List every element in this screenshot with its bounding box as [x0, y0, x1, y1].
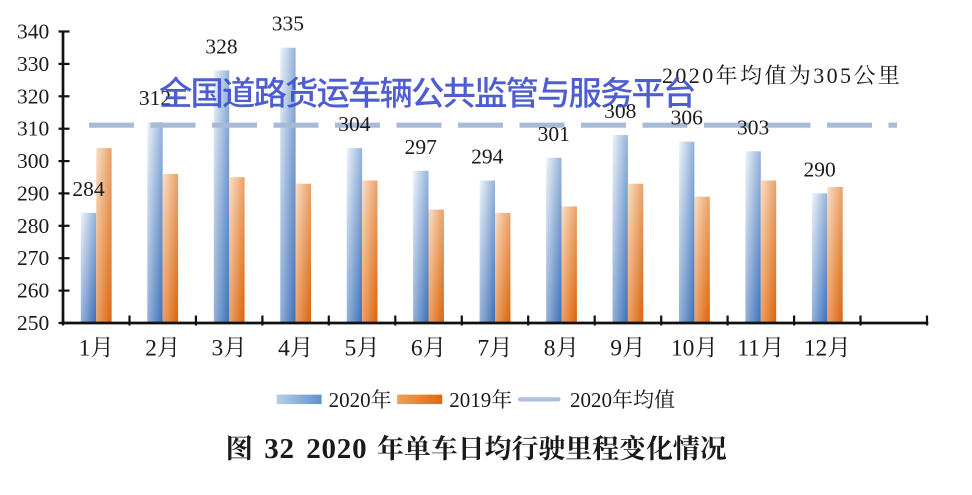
svg-text:8: 8 — [544, 336, 556, 362]
svg-text:2019: 2019 — [449, 388, 491, 412]
svg-text:2020: 2020 — [306, 433, 367, 465]
svg-text:260: 260 — [17, 279, 49, 303]
svg-text:9: 9 — [610, 336, 622, 362]
svg-text:3: 3 — [212, 336, 224, 362]
svg-text:304: 304 — [338, 112, 371, 136]
svg-text:12: 12 — [804, 336, 828, 362]
svg-text:330: 330 — [17, 52, 49, 76]
svg-text:328: 328 — [205, 34, 237, 58]
svg-text:290: 290 — [803, 157, 835, 181]
svg-text:4: 4 — [278, 336, 290, 362]
svg-text:335: 335 — [272, 12, 304, 36]
svg-text:305: 305 — [813, 63, 853, 88]
svg-text:2020: 2020 — [570, 388, 612, 412]
svg-text:284: 284 — [72, 177, 105, 201]
svg-text:11: 11 — [737, 336, 760, 362]
svg-text:310: 310 — [17, 117, 49, 141]
svg-text:6: 6 — [411, 336, 423, 362]
svg-text:250: 250 — [17, 311, 49, 335]
svg-text:2: 2 — [145, 336, 157, 362]
svg-text:290: 290 — [17, 181, 49, 205]
svg-text:32: 32 — [264, 433, 295, 465]
svg-text:2020: 2020 — [329, 388, 371, 412]
svg-text:340: 340 — [17, 20, 49, 44]
svg-text:306: 306 — [671, 106, 704, 130]
svg-text:7: 7 — [477, 336, 489, 362]
svg-text:294: 294 — [471, 145, 504, 169]
svg-text:300: 300 — [17, 149, 49, 173]
svg-text:10: 10 — [671, 336, 695, 362]
svg-text:280: 280 — [17, 214, 49, 238]
svg-text:270: 270 — [17, 246, 49, 270]
svg-text:303: 303 — [737, 115, 769, 139]
svg-text:1: 1 — [79, 336, 91, 362]
svg-text:5: 5 — [345, 336, 357, 362]
svg-text:320: 320 — [17, 84, 49, 108]
svg-text:301: 301 — [538, 122, 570, 146]
svg-text:297: 297 — [405, 135, 438, 159]
